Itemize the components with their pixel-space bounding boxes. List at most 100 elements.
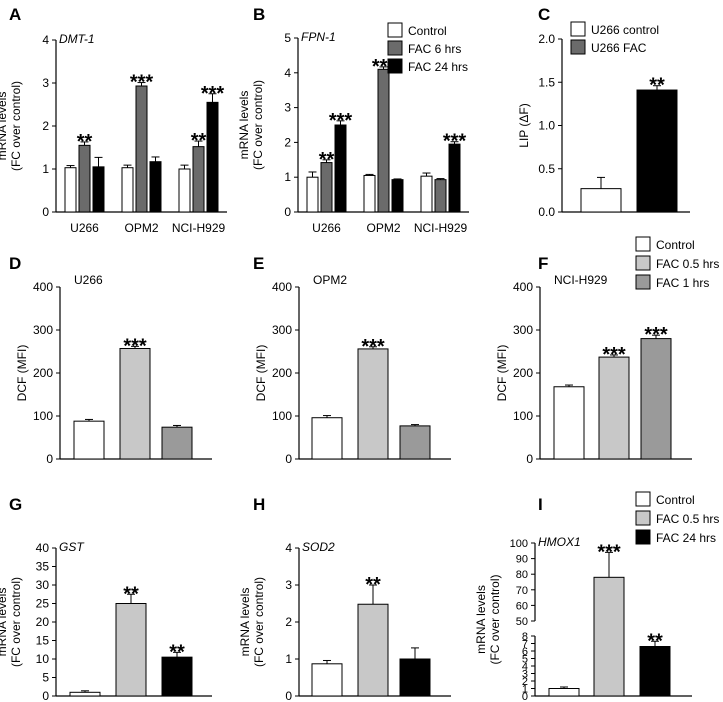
y-tick-label: 40 [36, 541, 50, 555]
y-axis-label: (FC over control) [9, 577, 23, 667]
y-tick-label: 70 [516, 585, 528, 597]
panel-title: NCI-H929 [554, 273, 608, 287]
significance-mark: ** [365, 574, 381, 596]
y-tick-label: 5 [42, 671, 49, 685]
y-tick-label: 2 [42, 119, 49, 133]
y-tick-label: 2 [285, 615, 292, 629]
legend-label: Control [408, 24, 447, 38]
y-tick-label: 0 [285, 689, 292, 702]
bar [434, 179, 447, 213]
y-tick-label: 6 [522, 646, 528, 658]
significance-mark: *** [201, 83, 225, 105]
y-axis-label: DCF (MFI) [254, 345, 268, 402]
legend-label: U266 control [591, 23, 659, 37]
panel-letter: F [538, 254, 548, 273]
legend-swatch [387, 22, 403, 38]
y-tick-label: 100 [510, 538, 528, 550]
bar [119, 347, 151, 460]
y-tick-label: 0 [285, 452, 292, 466]
significance-mark: *** [361, 336, 385, 358]
x-tick-label: OPM2 [366, 221, 400, 235]
bar [135, 85, 148, 213]
bar [69, 691, 101, 697]
y-axis-label: mRNA levels [474, 585, 488, 654]
bar [639, 646, 671, 697]
gene-name: HMOX1 [538, 535, 581, 549]
x-tick-label: OPM2 [124, 221, 158, 235]
y-tick-label: 4 [284, 66, 291, 80]
legend-label: Control [656, 238, 695, 252]
legend-swatch [387, 40, 403, 56]
x-tick-label: U266 [312, 221, 341, 235]
y-tick-label: 1.0 [538, 119, 555, 133]
y-tick-label: 10 [36, 652, 50, 666]
panel-title: U266 [74, 273, 103, 287]
legend-swatch [570, 39, 586, 55]
legend-swatch [635, 491, 651, 507]
bar [78, 144, 91, 213]
legend-label: FAC 1 hrs [656, 276, 709, 290]
bar [593, 576, 625, 697]
significance-mark: *** [329, 110, 353, 132]
bar [363, 174, 376, 213]
significance-mark: *** [123, 335, 147, 357]
y-tick-label: 3 [522, 669, 528, 681]
y-tick-label: 100 [33, 409, 53, 423]
legend-swatch [635, 236, 651, 252]
y-tick-label: 1 [284, 170, 291, 184]
y-tick-label: 2 [284, 135, 291, 149]
y-tick-label: 50 [516, 616, 528, 628]
panel-title: OPM2 [313, 273, 347, 287]
bar [399, 425, 431, 460]
legend-label: Control [656, 493, 695, 507]
panel-letter: C [538, 5, 550, 24]
legend-swatch [570, 21, 586, 37]
significance-mark: *** [597, 541, 621, 563]
legend-label: FAC 0.5 hrs [656, 257, 719, 271]
legend-label: FAC 6 hrs [408, 42, 461, 56]
bar [178, 168, 191, 213]
y-tick-label: 5 [522, 654, 528, 666]
x-tick-label: NCI-H929 [414, 221, 468, 235]
bar [115, 603, 147, 697]
significance-mark: *** [130, 72, 154, 94]
y-axis-label: DCF (MFI) [15, 345, 29, 402]
y-tick-label: 0 [42, 205, 49, 219]
bar [334, 124, 347, 213]
bar [206, 101, 219, 213]
y-tick-label: 300 [513, 323, 533, 337]
y-tick-label: 30 [36, 578, 50, 592]
panel-letter: G [9, 495, 22, 514]
y-tick-label: 3 [284, 101, 291, 115]
y-tick-label: 0 [46, 452, 53, 466]
gene-name: FPN-1 [301, 30, 336, 44]
y-tick-label: 400 [272, 280, 292, 294]
y-tick-label: 300 [272, 323, 292, 337]
y-tick-label: 4 [42, 33, 49, 47]
y-tick-label: 400 [513, 280, 533, 294]
panel-letter: B [253, 5, 265, 24]
bar [448, 143, 461, 213]
y-axis-label: mRNA levels [237, 91, 251, 160]
legend-swatch [635, 510, 651, 526]
y-tick-label: 3 [42, 76, 49, 90]
y-tick-label: 4 [285, 541, 292, 555]
y-tick-label: 5 [284, 31, 291, 45]
y-tick-label: 2.0 [538, 32, 555, 46]
bar [636, 89, 678, 213]
y-tick-label: 200 [513, 366, 533, 380]
legend-label: FAC 24 hrs [408, 60, 468, 74]
bar [598, 356, 630, 460]
y-tick-label: 20 [36, 615, 50, 629]
significance-mark: *** [602, 344, 626, 366]
y-tick-label: 1 [285, 652, 292, 666]
panel-letter: E [253, 254, 264, 273]
significance-mark: *** [644, 324, 668, 346]
significance-mark: ** [77, 131, 93, 153]
legend-label: FAC 0.5 hrs [656, 512, 719, 526]
bar [311, 417, 343, 460]
significance-mark: ** [191, 130, 207, 152]
y-tick-label: 1.5 [538, 75, 555, 89]
legend-swatch [635, 529, 651, 545]
